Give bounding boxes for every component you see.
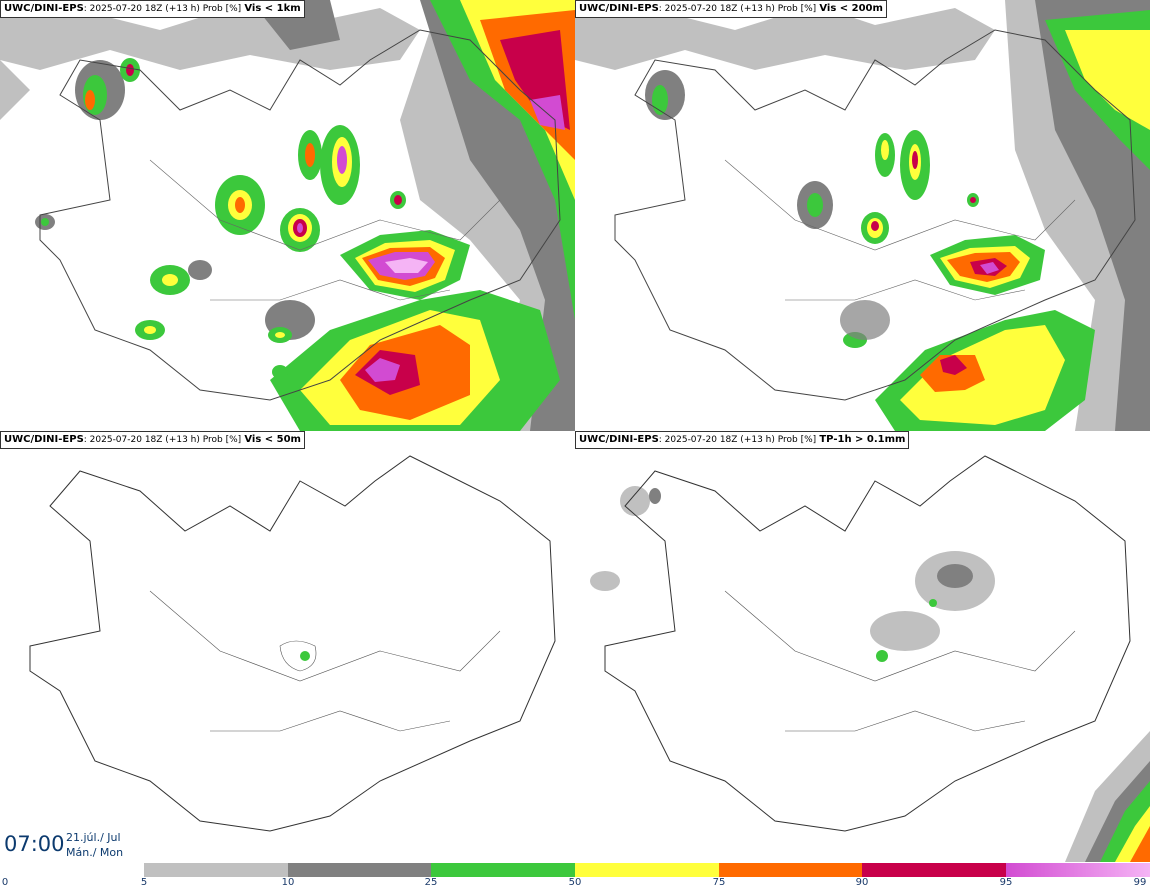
map-panel-vis-200m: UWC/DINI-EPS: 2025-07-20 18Z (+13 h) Pro… — [575, 0, 1150, 431]
valid-date: 21.júl./ Jul Mán./ Mon — [66, 830, 123, 860]
day-line: Mán./ Mon — [66, 846, 124, 859]
probability-map — [575, 0, 1150, 431]
colorbar-segment — [862, 863, 1006, 877]
map-panel-tp-1h: UWC/DINI-EPS: 2025-07-20 18Z (+13 h) Pro… — [575, 431, 1150, 862]
colorbar-tick: 10 — [281, 877, 295, 888]
probability-map — [0, 0, 575, 431]
colorbar-legend: 0 5 10 25 50 75 90 95 99 — [0, 862, 1150, 891]
map-panel-vis-50m: UWC/DINI-EPS: 2025-07-20 18Z (+13 h) Pro… — [0, 431, 575, 862]
colorbar-tick: 75 — [712, 877, 726, 888]
colorbar-tick: 50 — [568, 877, 582, 888]
colorbar-segment — [1006, 863, 1150, 877]
colorbar-segment — [431, 863, 575, 877]
colorbar-segment — [575, 863, 719, 877]
colorbar-segment — [144, 863, 288, 877]
colorbar-tick: 90 — [855, 877, 869, 888]
date-line: 21.júl./ Jul — [66, 831, 121, 844]
colorbar-segment — [288, 863, 431, 877]
panel-title: UWC/DINI-EPS: 2025-07-20 18Z (+13 h) Pro… — [575, 0, 887, 18]
colorbar-tick: 99 — [1133, 877, 1147, 888]
colorbar-tick: 25 — [424, 877, 438, 888]
panel-title: UWC/DINI-EPS: 2025-07-20 18Z (+13 h) Pro… — [0, 431, 305, 449]
valid-time: 07:00 — [4, 832, 65, 856]
colorbar-tick: 95 — [999, 877, 1013, 888]
map-panel-vis-1km: UWC/DINI-EPS: 2025-07-20 18Z (+13 h) Pro… — [0, 0, 575, 431]
colorbar-tick: 5 — [140, 877, 148, 888]
colorbar-segment — [719, 863, 862, 877]
valid-time-box: 07:00 21.júl./ Jul Mán./ Mon — [0, 826, 129, 864]
panel-title: UWC/DINI-EPS: 2025-07-20 18Z (+13 h) Pro… — [0, 0, 305, 18]
panel-title: UWC/DINI-EPS: 2025-07-20 18Z (+13 h) Pro… — [575, 431, 910, 449]
colorbar-tick: 0 — [1, 877, 9, 888]
probability-map — [0, 431, 575, 862]
probability-map — [575, 431, 1150, 862]
